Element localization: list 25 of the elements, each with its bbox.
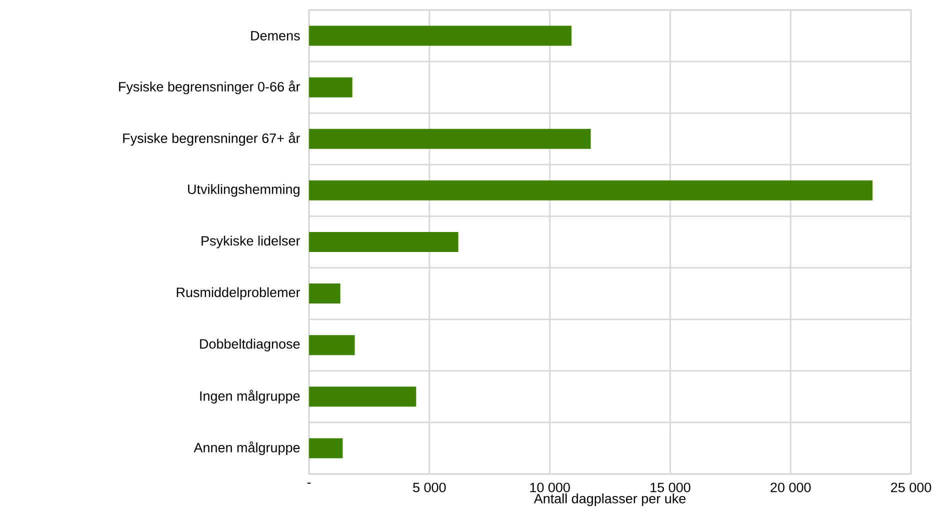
bar	[309, 284, 340, 304]
x-tick-label: 20 000	[770, 482, 811, 492]
x-tick-label: -	[307, 482, 311, 484]
bar	[309, 77, 352, 98]
bar	[309, 438, 343, 458]
y-tick-label: Demens	[251, 31, 300, 40]
y-tick-label: Dobbeltdiagnose	[200, 338, 300, 352]
bar	[309, 232, 458, 252]
x-tick-label: 10 000	[530, 482, 570, 492]
x-axis-title: Antall dagplasser per uke	[534, 493, 686, 506]
y-tick-label: Annen målgruppe	[194, 441, 300, 456]
x-tick-label: 5 000	[413, 482, 446, 492]
y-tick-label: Fysiske begrensninger 0-66 år	[119, 80, 300, 94]
y-tick-label: Fysiske begrensninger 67+ år	[123, 132, 300, 146]
y-tick-label: Utviklingshemming	[188, 184, 300, 197]
bar	[309, 386, 416, 407]
y-tick-label: Psykiske lidelser	[202, 236, 300, 248]
x-tick-label: 25 000	[891, 482, 932, 492]
x-tick-label: 15 000	[650, 482, 690, 492]
y-tick-label: Ingen målgruppe	[200, 390, 300, 404]
bar	[309, 180, 872, 200]
y-tick-label: Rusmiddelproblemer	[176, 287, 300, 300]
bar	[309, 335, 355, 356]
bar	[309, 26, 572, 46]
bar	[309, 128, 591, 149]
